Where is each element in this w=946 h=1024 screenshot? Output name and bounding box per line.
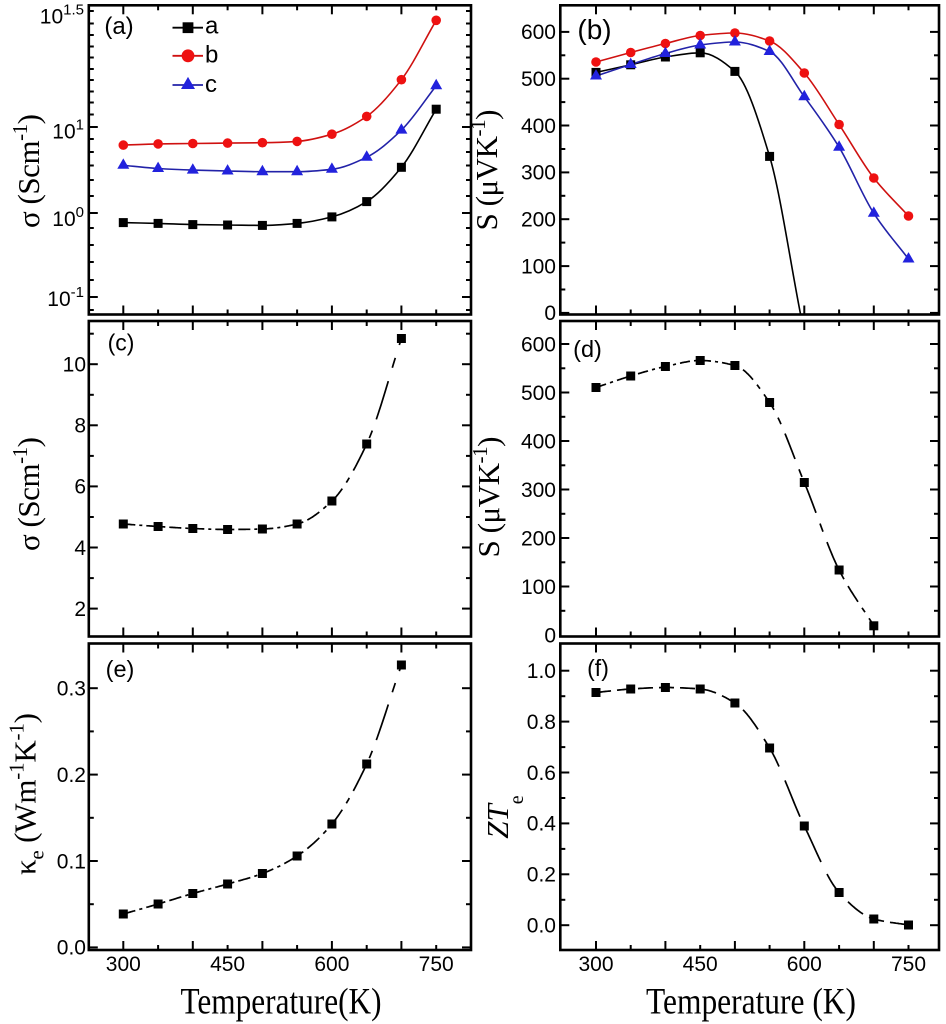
svg-text:10: 10 (63, 354, 86, 377)
svg-text:300: 300 (106, 953, 141, 976)
svg-text:100: 100 (521, 255, 556, 278)
svg-text:8: 8 (74, 415, 86, 438)
svg-text:200: 200 (521, 527, 556, 550)
svg-text:600: 600 (521, 333, 556, 356)
svg-text:0.8: 0.8 (527, 711, 556, 734)
svg-text:500: 500 (521, 68, 556, 91)
svg-text:c: c (205, 71, 217, 98)
svg-text:1.0: 1.0 (527, 660, 556, 683)
svg-text:600: 600 (787, 953, 822, 976)
svg-text:300: 300 (521, 162, 556, 185)
svg-text:450: 450 (683, 953, 718, 976)
svg-text:0.0: 0.0 (57, 937, 86, 960)
svg-text:0.2: 0.2 (527, 864, 556, 887)
svg-text:2: 2 (74, 598, 86, 621)
svg-text:300: 300 (521, 479, 556, 502)
svg-text:600: 600 (521, 21, 556, 44)
svg-text:0: 0 (544, 624, 556, 647)
svg-text:300: 300 (578, 953, 613, 976)
svg-text:σ (Scm-1): σ (Scm-1) (8, 114, 46, 228)
svg-text:(c): (c) (108, 330, 135, 356)
svg-text:(a): (a) (104, 13, 133, 40)
svg-text:400: 400 (521, 430, 556, 453)
svg-text:6: 6 (74, 476, 86, 499)
svg-text:Temperature(K): Temperature(K) (181, 982, 382, 1023)
svg-text:600: 600 (314, 953, 349, 976)
svg-text:(f): (f) (587, 655, 609, 681)
svg-text:4: 4 (74, 537, 86, 560)
svg-text:0.6: 0.6 (527, 762, 556, 785)
svg-text:450: 450 (210, 953, 245, 976)
svg-text:500: 500 (521, 382, 556, 405)
svg-text:100: 100 (521, 576, 556, 599)
svg-text:750: 750 (419, 953, 454, 976)
svg-text:0: 0 (544, 302, 556, 325)
svg-text:Temperature (K): Temperature (K) (646, 982, 856, 1023)
svg-text:0.0: 0.0 (527, 915, 556, 938)
svg-text:(e): (e) (106, 656, 135, 682)
svg-text:200: 200 (521, 209, 556, 232)
svg-text:b: b (205, 42, 218, 69)
svg-text:0.3: 0.3 (57, 678, 86, 701)
svg-text:a: a (205, 13, 219, 40)
svg-text:0.2: 0.2 (57, 764, 86, 787)
svg-text:0.4: 0.4 (527, 813, 557, 836)
svg-text:750: 750 (891, 953, 926, 976)
svg-text:0.1: 0.1 (57, 850, 86, 873)
svg-text:(b): (b) (577, 14, 611, 45)
svg-text:(d): (d) (573, 336, 602, 362)
svg-text:400: 400 (521, 115, 556, 138)
